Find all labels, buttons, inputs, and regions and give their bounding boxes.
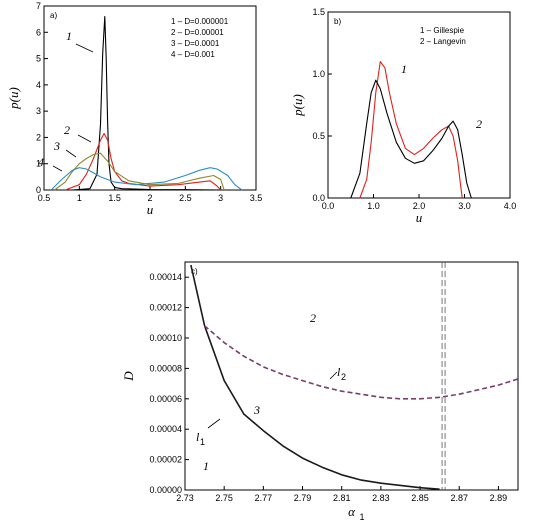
annotation-arrow [329, 371, 338, 380]
curve-annotation: 1 [66, 29, 72, 43]
x-tick-label: 0.5 [38, 193, 51, 203]
x-axis-label-subscript: 1 [360, 512, 365, 522]
y-tick-label: 5 [36, 54, 41, 64]
series-line-4 [50, 167, 243, 191]
legend-entry: 2 – D=0.00001 [171, 28, 224, 37]
x-axis-label: u [147, 202, 154, 217]
chart-panel-c: 2.73 2.75 2.77 2.79 2.81 2.83 2.85 2.87 2.89 0.00… [121, 261, 519, 522]
x-tick-label: 3 [218, 193, 223, 203]
x-tick-label: 4.0 [504, 201, 517, 211]
x-tick-label: 0.0 [322, 201, 335, 211]
x-axis-label: u [416, 210, 423, 225]
legend-entry: 1 – Gillespie [420, 26, 465, 35]
x-axis-label: α [348, 504, 356, 519]
annotation-arrow [65, 149, 77, 158]
x-tick-label: 2.87 [450, 493, 468, 503]
y-tick-label: 0.00000 [149, 485, 182, 495]
x-tick-label: 2.89 [490, 493, 508, 503]
curve-label: l [337, 365, 341, 379]
plot-frame [184, 261, 519, 491]
y-tick-label: 7 [36, 1, 41, 11]
x-tick-label: 2.81 [333, 493, 351, 503]
x-tick-label: 1.5 [108, 193, 121, 203]
series-line-1 [72, 15, 221, 191]
y-tick-label: 3 [36, 106, 41, 116]
y-tick-label: 6 [36, 27, 41, 37]
x-tick-label: 2 [147, 193, 152, 203]
annotation-arrow [52, 165, 63, 172]
region-label: 1 [203, 459, 209, 473]
panel-tag: b) [334, 17, 341, 26]
y-tick-label: 0.00008 [149, 363, 182, 373]
series-line-3 [54, 152, 225, 191]
y-tick-label: 0.00010 [149, 333, 182, 343]
annotation-arrow [207, 418, 221, 429]
x-tick-label: 2.79 [294, 493, 312, 503]
y-tick-label: 0.0 [312, 193, 325, 203]
curve-label-subscript: 1 [200, 437, 205, 447]
series-line-2 [350, 79, 472, 199]
legend-entry: 1 – D=0.000001 [171, 17, 229, 26]
x-tick-label: 3.5 [250, 193, 263, 203]
x-tick-label: 2.5 [179, 193, 192, 203]
series-line-2 [65, 132, 222, 191]
x-tick-label: 2.73 [176, 493, 194, 503]
curve-annotation: 2 [476, 117, 482, 131]
chart-panel-b: 0.0 1.0 2.0 3.0 4.0 0.0 0.5 1.0 1.5 b) u p(u) 1 – Gi… [290, 7, 516, 225]
annotation-arrow [77, 134, 92, 143]
x-tick-label: 2.77 [255, 493, 273, 503]
x-tick-label: 2.75 [215, 493, 233, 503]
x-tick-label: 2.83 [372, 493, 390, 503]
plot-frame [43, 5, 257, 191]
y-axis-label: D [121, 371, 136, 382]
y-tick-label: 0.00004 [149, 424, 182, 434]
curve-label-subscript: 2 [341, 372, 346, 382]
region-label: 2 [310, 311, 316, 325]
y-tick-label: 1.0 [312, 69, 325, 79]
y-tick-label: 0.00006 [149, 394, 182, 404]
x-tick-label: 2.0 [413, 201, 426, 211]
y-tick-label: 0.00014 [149, 272, 182, 282]
curve-annotation: 3 [53, 139, 60, 153]
plot-frame [327, 11, 511, 199]
panel-tag: c) [191, 267, 198, 276]
y-tick-label: 1.5 [312, 7, 325, 17]
x-tick-label: 3.0 [458, 201, 471, 211]
legend-entry: 2 – Langevin [420, 37, 466, 46]
x-tick-label: 2.85 [411, 493, 429, 503]
panel-tag: a) [50, 11, 57, 20]
y-axis-label: p(u) [290, 94, 305, 117]
y-tick-label: 0.00012 [149, 303, 182, 313]
curve-annotation: 1 [401, 62, 407, 76]
curve-annotation: 4 [38, 155, 44, 169]
region-label: 3 [253, 403, 260, 417]
x-tick-label: 1.0 [367, 201, 380, 211]
legend-entry: 4 – D=0.001 [171, 50, 215, 59]
series-line-1 [190, 264, 440, 490]
curve-label: l [196, 430, 200, 444]
y-tick-label: 1 [36, 159, 41, 169]
legend-entry: 3 – D=0.0001 [171, 39, 220, 48]
y-tick-label: 0 [36, 185, 41, 195]
y-tick-label: 0.00002 [149, 455, 182, 465]
x-tick-label: 1 [77, 193, 82, 203]
annotation-arrow [75, 43, 94, 53]
y-axis-label: p(u) [6, 87, 21, 110]
series-line-1 [359, 61, 463, 199]
y-tick-label: 0.5 [312, 131, 325, 141]
y-tick-label: 4 [36, 80, 41, 90]
y-tick-label: 2 [36, 132, 41, 142]
series-line-2 [204, 325, 519, 400]
curve-annotation: 2 [64, 123, 70, 137]
